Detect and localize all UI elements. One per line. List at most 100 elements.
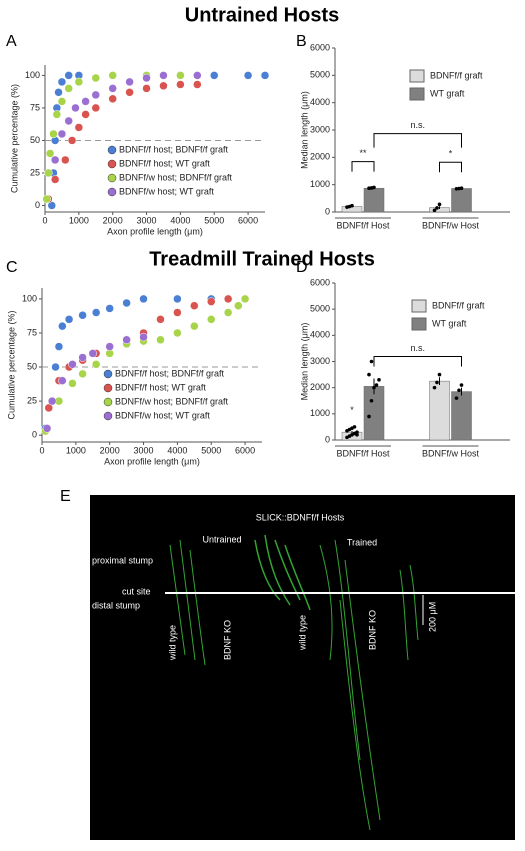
panel-label: B [296, 33, 307, 50]
data-point [459, 186, 464, 191]
point [78, 353, 87, 362]
data-point [437, 202, 442, 207]
data-point [355, 432, 359, 437]
bar [363, 187, 385, 213]
lane: wild type [167, 625, 177, 661]
heading: Treadmill Trained Hosts [149, 248, 375, 270]
legend-label: BDNFf/f host; BDNFf/f graft [119, 144, 229, 154]
legend-label: BDNFf/f host; WT graft [119, 158, 210, 168]
point [142, 84, 151, 93]
x-tick-label: 1000 [69, 215, 89, 225]
point [243, 71, 253, 80]
point [108, 94, 117, 104]
point [159, 71, 168, 80]
annotation: n.s. [410, 343, 425, 353]
panel-label: C [6, 259, 18, 276]
legend-marker [107, 187, 117, 197]
legend-label: BDNFf/w host; WT graft [115, 410, 210, 420]
legend-swatch [409, 69, 425, 83]
x-tick-label: 1000 [66, 445, 86, 455]
x-tick-label: BDNFf/w Host [422, 220, 480, 230]
annotation: n.s. [410, 120, 425, 130]
point [64, 116, 73, 126]
legend-marker [107, 145, 117, 155]
annotation: * [449, 149, 453, 159]
point [190, 321, 199, 331]
x-tick-label: 3000 [134, 445, 154, 455]
point [54, 88, 63, 97]
x-tick-label: 0 [42, 215, 47, 225]
y-tick-label: 100 [25, 70, 40, 80]
y-tick-label: 4000 [310, 97, 330, 107]
y-tick-label: 50 [30, 135, 40, 145]
point [52, 110, 62, 119]
x-tick-label: BDNFf/f Host [336, 448, 390, 458]
point [223, 308, 233, 317]
data-point [369, 359, 374, 364]
y-tick-label: 0 [35, 200, 40, 210]
y-tick-label: 25 [30, 167, 40, 177]
point [173, 308, 182, 317]
bar [451, 188, 472, 213]
legend-label: BDNFf/f host; WT graft [115, 382, 206, 392]
point [91, 90, 101, 100]
point [193, 71, 202, 80]
legend-swatch [411, 299, 427, 313]
micrograph-title: SLICK::BDNFf/f Hosts [256, 512, 345, 522]
point [58, 321, 67, 331]
data-point [432, 385, 437, 390]
y-tick-label: 1000 [310, 408, 330, 418]
point [223, 294, 233, 304]
y-tick-label: 6000 [310, 42, 330, 52]
point [68, 379, 77, 388]
lane: wild type [297, 615, 307, 651]
point [156, 315, 165, 324]
point [64, 84, 73, 93]
x-tick-label: 5000 [201, 445, 221, 455]
point [57, 97, 67, 106]
bracket [373, 133, 462, 148]
point [108, 84, 117, 93]
data-point [459, 383, 464, 387]
point [91, 73, 101, 83]
y-tick-label: 0 [325, 434, 330, 444]
point [142, 73, 151, 83]
lane: BDNF KO [222, 620, 232, 660]
panel-label: E [60, 488, 71, 505]
point [209, 71, 219, 80]
x-tick-label: 6000 [235, 445, 255, 455]
y-tick-label: 0 [325, 206, 330, 216]
point [64, 315, 74, 324]
y-tick-label: 5000 [310, 304, 330, 314]
scale-label: 200 μM [427, 602, 437, 632]
point [206, 297, 216, 306]
legend-label: BDNFf/f graft [432, 300, 485, 310]
x-tick-label: BDNFf/w Host [422, 448, 480, 458]
y-tick-label: 75 [30, 102, 40, 112]
bracket [439, 161, 462, 173]
y-tick-label: 3000 [310, 124, 330, 134]
point [74, 77, 84, 87]
data-point [352, 425, 357, 429]
point [42, 194, 51, 204]
x-tick-label: 4000 [170, 215, 190, 225]
point [122, 298, 131, 308]
point [91, 103, 101, 113]
point [81, 110, 90, 119]
data-point [355, 430, 359, 434]
condition: Untrained [202, 534, 241, 544]
point [156, 335, 165, 345]
y-tick-label: 50 [27, 361, 37, 371]
point [105, 342, 114, 351]
condition: Trained [347, 537, 377, 547]
data-point [350, 203, 354, 208]
point [45, 149, 55, 158]
x-axis-label: Axon profile length (μm) [107, 226, 203, 236]
point [78, 369, 87, 379]
x-tick-label: 2000 [100, 445, 120, 455]
y-tick-label: 2000 [310, 382, 330, 392]
legend-label: WT graft [430, 88, 465, 98]
point [260, 71, 270, 80]
lane: BDNF KO [367, 610, 377, 650]
